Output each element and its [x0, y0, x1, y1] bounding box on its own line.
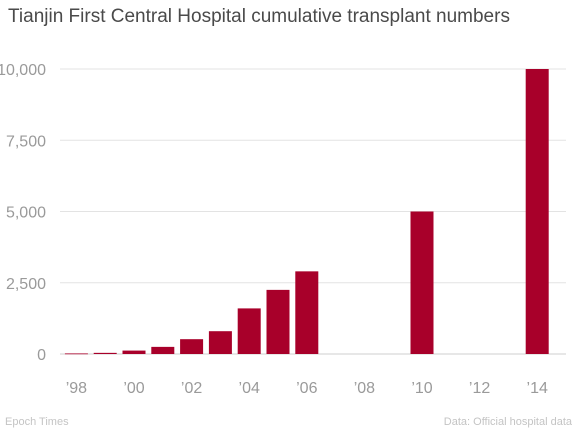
bar-2001	[151, 346, 175, 354]
y-tick-label: 5,000	[6, 205, 46, 222]
source-credit: Epoch Times	[5, 416, 69, 428]
x-axis-labels: ’98 ’00 ’02 ’04 ’06 ’08 ’10 ’12 ’14	[66, 380, 548, 397]
x-tick-label: ’98	[66, 380, 87, 397]
y-axis-labels: 0 2,500 5,000 7,500 10,000	[0, 62, 46, 364]
x-tick-label: ’04	[239, 380, 260, 397]
y-tick-label: 10,000	[0, 62, 46, 79]
bar-2006	[295, 271, 319, 354]
x-tick-label: ’10	[411, 380, 432, 397]
y-tick-label: 0	[37, 347, 46, 364]
bar-2010	[410, 211, 434, 354]
x-tick-label: ’00	[123, 380, 144, 397]
x-tick-label: ’12	[469, 380, 490, 397]
bar-1998	[64, 353, 88, 355]
bar-2014	[525, 69, 549, 354]
bars	[64, 69, 549, 355]
y-tick-label: 7,500	[6, 133, 46, 150]
y-tick-label: 2,500	[6, 276, 46, 293]
bar-2003	[208, 331, 232, 354]
chart-title: Tianjin First Central Hospital cumulativ…	[8, 6, 510, 27]
x-tick-label: ’14	[527, 380, 548, 397]
x-tick-label: ’08	[354, 380, 375, 397]
bar-2002	[180, 339, 204, 354]
x-tick-label: ’02	[181, 380, 202, 397]
data-source-note: Data: Official hospital data	[443, 416, 572, 428]
bar-2000	[122, 350, 146, 354]
bar-chart: 0 2,500 5,000 7,500 10,000 ’98 ’00 ’02 ’04 ’06 ’0…	[0, 62, 566, 397]
bar-2005	[266, 289, 290, 354]
x-tick-label: ’06	[296, 380, 317, 397]
bar-2004	[237, 308, 261, 354]
bar-1999	[93, 352, 117, 354]
